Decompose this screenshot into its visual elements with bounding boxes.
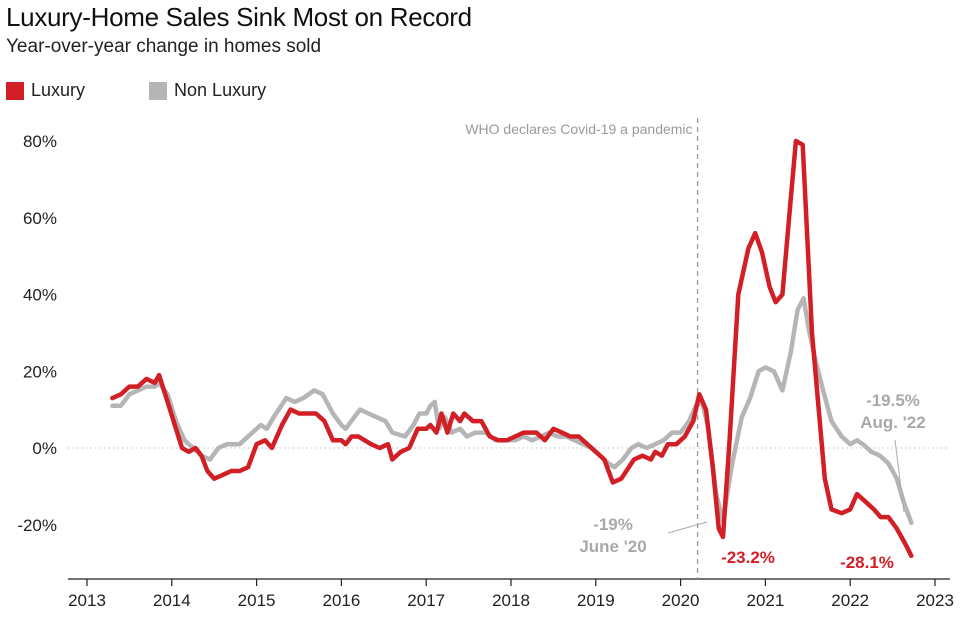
series-line-non-luxury	[110, 296, 914, 526]
legend-item-luxury: Luxury	[6, 80, 85, 101]
leader-line-non-luxury-last	[894, 439, 905, 513]
x-tick-label: 2016	[322, 591, 360, 610]
x-tick-label: 2022	[831, 591, 869, 610]
x-tick-label: 2021	[746, 591, 784, 610]
legend: Luxury Non Luxury	[6, 80, 330, 101]
y-tick-label: 40%	[23, 286, 57, 305]
x-tick-label: 2020	[662, 591, 700, 610]
y-tick-label: 20%	[23, 362, 57, 381]
x-tick-label: 2014	[153, 591, 191, 610]
annotation-non-luxury-low-date: June '20	[579, 537, 646, 556]
y-tick-label: -20%	[17, 516, 57, 535]
legend-label-non-luxury: Non Luxury	[174, 80, 267, 100]
annotations: -19% June '20 -23.2% -19.5% Aug. '22 -28…	[579, 391, 925, 572]
chart-subtitle: Year-over-year change in homes sold	[6, 36, 322, 57]
chart-title: Luxury-Home Sales Sink Most on Record	[6, 2, 472, 32]
leader-line-non-luxury-low	[667, 521, 708, 534]
event-label: WHO declares Covid-19 a pandemic	[465, 121, 692, 137]
annotation-non-luxury-last-date: Aug. '22	[860, 413, 925, 432]
x-axis: 2013 2014 2015 2016 2017 2018 2019 2020 2021 2022…	[68, 579, 954, 610]
legend-swatch-luxury	[6, 81, 24, 100]
y-tick-label: 80%	[23, 132, 57, 151]
legend-item-non-luxury: Non Luxury	[149, 80, 266, 101]
y-tick-label: 60%	[23, 209, 57, 228]
annotation-luxury-low-value: -23.2%	[721, 548, 775, 567]
x-tick-label: 2019	[577, 591, 615, 610]
legend-label-luxury: Luxury	[31, 80, 86, 100]
x-tick-label: 2017	[407, 591, 445, 610]
annotation-luxury-last-value: -28.1%	[840, 553, 894, 572]
y-axis: 80% 60% 40% 20% 0% -20%	[17, 132, 57, 535]
x-tick-label: 2015	[238, 591, 276, 610]
x-tick-label: 2018	[492, 591, 530, 610]
annotation-non-luxury-last-value: -19.5%	[866, 391, 920, 410]
y-tick-label: 0%	[32, 439, 57, 458]
legend-swatch-non-luxury	[149, 81, 168, 100]
annotation-non-luxury-low-value: -19%	[593, 515, 633, 534]
x-tick-label: 2023	[916, 591, 954, 610]
x-tick-label: 2013	[68, 591, 106, 610]
series-line-luxury	[110, 138, 914, 559]
